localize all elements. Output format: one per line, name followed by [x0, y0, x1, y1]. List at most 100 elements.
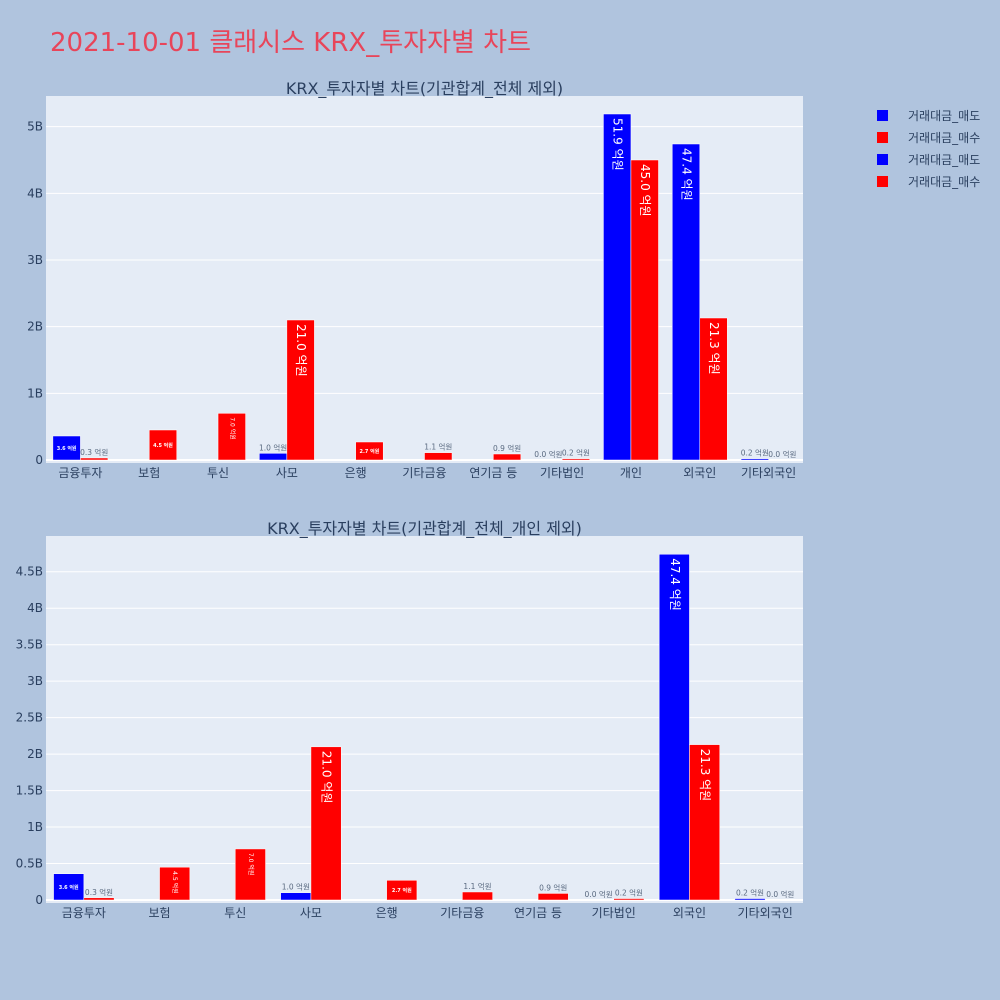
x-tick-label: 기타법인: [540, 466, 584, 480]
bar-buy: [159, 866, 191, 901]
bar-data-label: 7.0 억원: [228, 417, 236, 440]
x-tick-label: 외국인: [683, 466, 716, 480]
bar-sell: [259, 453, 288, 461]
x-tick-label: 사모: [300, 906, 322, 920]
x-tick-label: 보험: [138, 466, 160, 480]
bar-data-label: 0.2 억원: [741, 449, 769, 458]
x-tick-label: 보험: [149, 906, 171, 920]
bar-buy: [83, 897, 115, 901]
y-tick-label: 1B: [27, 386, 43, 400]
bar-data-label: 0.0 억원: [768, 450, 796, 459]
bar-data-label: 1.1 억원: [463, 882, 491, 891]
bar-sell: [53, 873, 85, 901]
chart-title: KRX_투자자별 차트(기관합계_전체_개인 제외): [267, 519, 582, 539]
bar-data-label: 0.0 억원: [534, 450, 562, 459]
bar-data-label: 0.9 억원: [539, 883, 567, 892]
bar-sell: [603, 113, 632, 461]
bar-buy: [537, 893, 569, 901]
y-tick-label: 5B: [27, 120, 43, 134]
bar-data-label: 0.9 억원: [493, 444, 521, 453]
bar-data-label: 3.6 억원: [59, 884, 79, 891]
legend-swatch-sell: [877, 109, 888, 121]
legend-item[interactable]: 거래대금_매수: [870, 126, 980, 148]
x-tick-label: 투신: [224, 906, 246, 920]
legend-swatch-buy: [877, 131, 888, 143]
bar-data-label: 0.0 억원: [766, 890, 794, 899]
bar-data-label: 1.0 억원: [282, 883, 310, 892]
bar-data-label: 47.4 억원: [680, 148, 694, 201]
bar-buy: [148, 429, 178, 461]
bar-data-label: 4.5 억원: [153, 442, 173, 449]
bar-data-label: 4.5 억원: [171, 871, 179, 894]
y-tick-label: 2B: [27, 747, 43, 761]
legend-label: 거래대금_매도: [908, 108, 981, 123]
bar-sell: [280, 892, 312, 901]
bar-buy: [689, 744, 720, 901]
bar-buy: [613, 898, 645, 901]
legend-swatch-sell: [877, 153, 888, 165]
y-tick-label: 2B: [27, 320, 43, 334]
x-tick-label: 기타법인: [592, 906, 636, 920]
x-tick-label: 금융투자: [62, 906, 106, 920]
bar-buy: [493, 453, 522, 461]
y-tick-label: 1B: [27, 820, 43, 834]
x-tick-label: 은행: [345, 465, 367, 480]
bar-data-label: 2.7 억원: [392, 887, 412, 894]
y-tick-label: 0: [35, 893, 43, 907]
y-tick-label: 3B: [27, 253, 43, 267]
y-tick-label: 4B: [27, 186, 43, 200]
x-tick-label: 금융투자: [58, 466, 102, 480]
x-tick-label: 기타금융: [440, 906, 484, 920]
legend-swatch-buy: [877, 175, 888, 187]
bar-sell: [52, 435, 81, 461]
chart-title: KRX_투자자별 차트(기관합계_전체 제외): [286, 79, 563, 99]
bar-data-label: 45.0 억원: [638, 164, 652, 217]
bar-buy: [286, 319, 315, 461]
bar-data-label: 0.3 억원: [85, 888, 113, 897]
bar-buy: [630, 159, 659, 461]
x-tick-label: 외국인: [673, 906, 706, 920]
bar-buy: [80, 457, 109, 461]
legend-item[interactable]: 거래대금_매도: [870, 104, 980, 126]
y-tick-label: 1.5B: [16, 784, 43, 798]
bar-data-label: 0.2 억원: [615, 889, 643, 898]
y-tick-label: 3B: [27, 674, 43, 688]
bar-data-label: 21.3 억원: [707, 322, 721, 375]
bar-data-label: 51.9 억원: [611, 118, 625, 171]
bar-buy: [462, 891, 493, 901]
y-tick-label: 2.5B: [16, 711, 43, 725]
bar-buy: [310, 746, 342, 901]
legend[interactable]: 거래대금_매도 거래대금_매수 거래대금_매도 거래대금_매수: [870, 104, 980, 192]
bar-buy: [424, 452, 453, 461]
bar-data-label: 0.3 억원: [80, 448, 108, 457]
legend-label: 거래대금_매수: [908, 174, 981, 189]
x-tick-label: 연기금 등: [514, 906, 562, 920]
bar-buy: [561, 458, 590, 461]
page-title: 2021-10-01 클래시스 KRX_투자자별 차트: [50, 28, 532, 58]
y-tick-label: 0.5B: [16, 857, 43, 871]
x-tick-label: 연기금 등: [469, 466, 517, 480]
bar-sell: [740, 458, 769, 461]
x-tick-label: 투신: [207, 466, 229, 480]
legend-label: 거래대금_매수: [908, 130, 981, 145]
bar-buy: [386, 880, 418, 901]
bar-buy: [235, 848, 266, 901]
legend-item[interactable]: 거래대금_매도: [870, 148, 980, 170]
bar-data-label: 3.6 억원: [57, 445, 77, 452]
bar-data-label: 1.1 억원: [424, 443, 452, 452]
legend-item[interactable]: 거래대금_매수: [870, 170, 980, 192]
bar-data-label: 7.0 억원: [247, 853, 255, 876]
x-tick-label: 은행: [376, 905, 398, 920]
bar-data-label: 47.4 억원: [668, 558, 682, 611]
y-tick-label: 4.5B: [16, 565, 43, 579]
bar-data-label: 21.0 억원: [294, 324, 308, 377]
x-tick-label: 기타외국인: [738, 906, 793, 920]
bar-data-label: 0.2 억원: [562, 449, 590, 458]
bar-sell: [671, 143, 701, 461]
bar-data-label: 1.0 억원: [259, 443, 287, 452]
x-tick-label: 개인: [620, 466, 642, 480]
x-tick-label: 기타금융: [402, 466, 446, 480]
bar-data-label: 21.0 억원: [320, 751, 334, 804]
legend-label: 거래대금_매도: [908, 152, 981, 167]
